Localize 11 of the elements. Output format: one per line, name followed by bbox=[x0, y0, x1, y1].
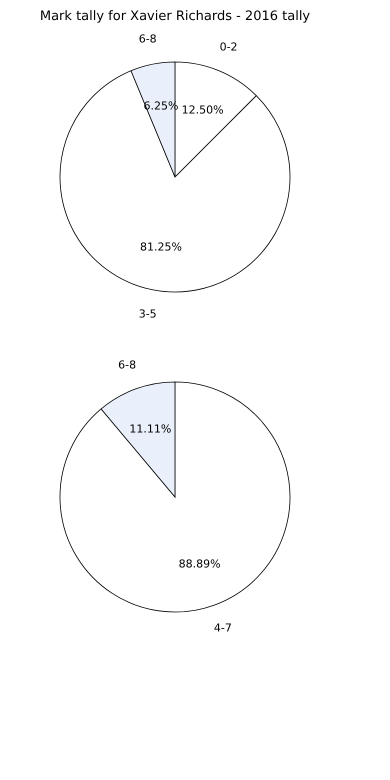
data-label: 11.11% bbox=[129, 422, 172, 436]
data-label: 88.89% bbox=[178, 558, 221, 571]
slice-label: 0-2 bbox=[220, 40, 238, 54]
slice-label: 6-8 bbox=[118, 358, 136, 372]
pie-slice bbox=[60, 382, 290, 612]
slice-label: 6-8 bbox=[138, 32, 157, 46]
slice-label: 3-5 bbox=[138, 307, 157, 320]
data-label: 81.25% bbox=[140, 240, 182, 254]
slice-label: 4-7 bbox=[214, 622, 232, 635]
chart-title: Mark tally for Xavier Richards - 2016 tally bbox=[40, 9, 310, 24]
data-label: 12.50% bbox=[182, 103, 224, 116]
